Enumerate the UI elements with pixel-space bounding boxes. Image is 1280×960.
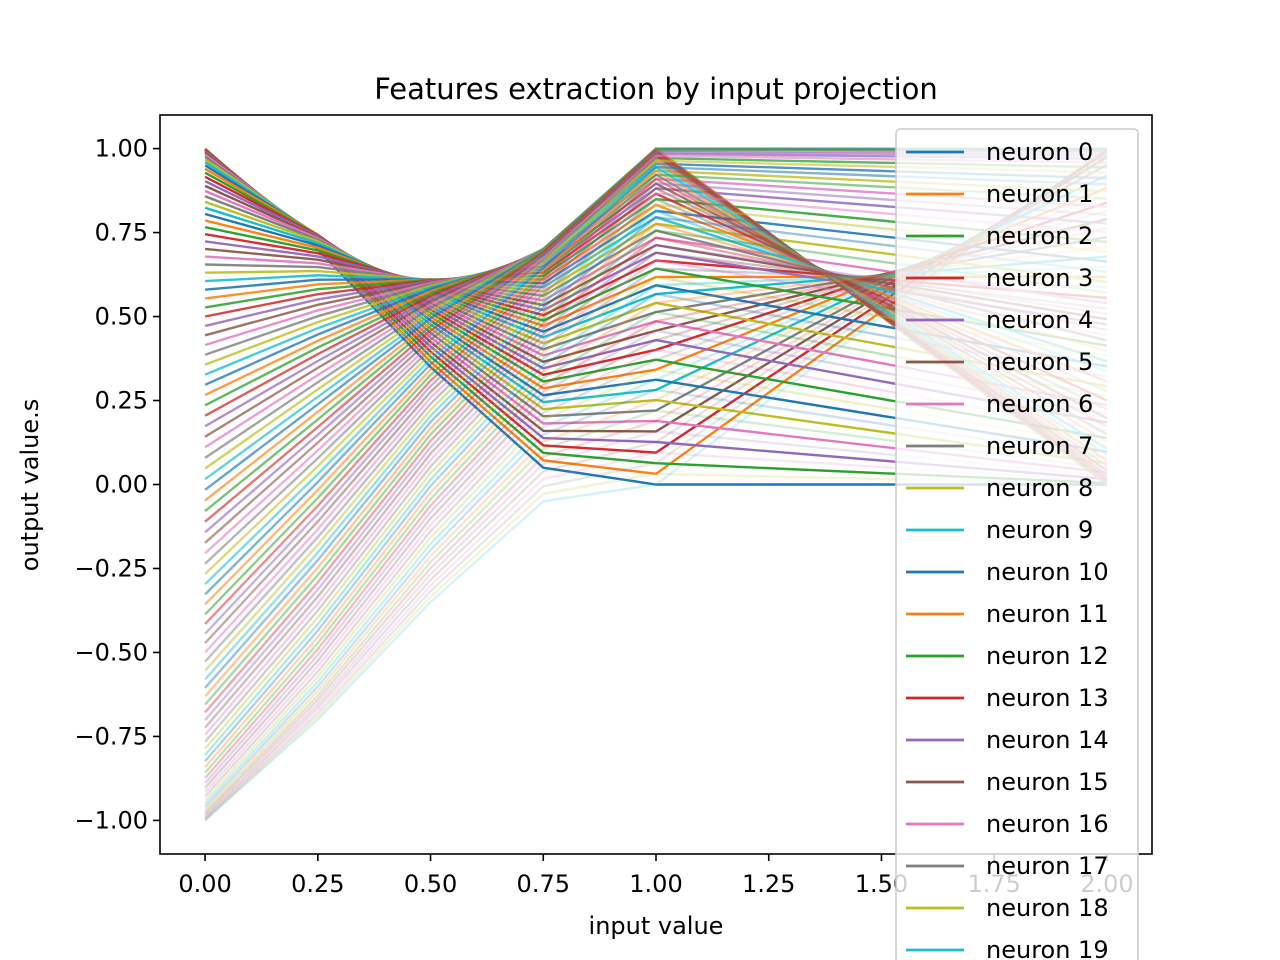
series-line-82: [204, 310, 1108, 774]
y-tick-label: −0.50: [74, 638, 148, 666]
series-line-95: [204, 152, 1108, 819]
series-line-81: [204, 245, 1108, 768]
series-line-58: [204, 159, 1107, 575]
series-line-56: [204, 154, 1107, 555]
series-line-89: [204, 180, 1108, 805]
y-tick-label: 0.75: [95, 219, 148, 247]
series-line-86: [204, 348, 1108, 794]
series-line-83: [204, 226, 1108, 779]
series-line-52: [204, 148, 1107, 513]
chart-title: Features extraction by input projection: [374, 72, 938, 106]
series-line-69: [204, 209, 1108, 681]
series-line-70: [204, 215, 1108, 689]
legend-entry: neuron 7: [986, 432, 1093, 460]
legend-entry: neuron 11: [986, 600, 1109, 628]
series-line-97: [204, 148, 1108, 821]
legend-entry: neuron 0: [986, 138, 1093, 166]
legend-entry: neuron 1: [986, 180, 1093, 208]
legend-entry: neuron 8: [986, 474, 1093, 502]
y-tick-label: 0.00: [95, 471, 148, 499]
series-line-59: [204, 162, 1108, 586]
series-line-78: [204, 275, 1108, 750]
series-line-80: [204, 292, 1108, 762]
series-line-79: [204, 265, 1107, 756]
x-tick-label: 0.50: [404, 870, 457, 898]
legend-box: [895, 128, 1139, 960]
series-line-63: [204, 177, 1108, 625]
series-line-87: [204, 193, 1108, 798]
series-line-72: [204, 229, 1108, 706]
y-tick-label: −1.00: [74, 806, 148, 834]
legend-entry: neuron 13: [986, 684, 1109, 712]
y-axis: 1.00 0.75 0.50 0.25 0.00 −0.25 −0.50 −0.75 −1.00: [74, 135, 160, 834]
series-line-57: [204, 156, 1108, 565]
series-line-77: [204, 267, 1107, 743]
series-line-71: [204, 222, 1108, 698]
legend-entry: neuron 4: [986, 306, 1093, 334]
series-line-98: [204, 472, 1107, 822]
series-line-66: [204, 192, 1108, 654]
legend-entry: neuron 14: [986, 726, 1109, 754]
series-line-68: [204, 203, 1108, 672]
series-line-75: [204, 251, 1108, 729]
series-layer: [204, 147, 1108, 822]
series-line-94: [204, 430, 1108, 818]
y-axis-label: output value.s: [16, 399, 44, 571]
series-line-67: [204, 197, 1108, 663]
legend-entry: neuron 17: [986, 852, 1109, 880]
y-tick-label: 0.25: [95, 387, 148, 415]
series-line-73: [204, 236, 1108, 714]
series-line-62: [204, 173, 1107, 616]
series-line-65: [204, 186, 1108, 644]
series-line-92: [204, 409, 1108, 814]
series-line-88: [204, 368, 1108, 802]
series-line-60: [204, 165, 1107, 596]
legend-entry: neuron 18: [986, 894, 1109, 922]
legend-entry: neuron 9: [986, 516, 1093, 544]
x-tick-label: 1.25: [742, 870, 795, 898]
series-line-96: [204, 451, 1107, 820]
series-line-84: [204, 329, 1108, 784]
series-line-85: [204, 209, 1108, 789]
series-line-54: [204, 150, 1107, 534]
legend-entry: neuron 5: [986, 348, 1093, 376]
series-line-61: [204, 169, 1108, 606]
legend-entry: neuron 16: [986, 810, 1109, 838]
legend-entry: neuron 10: [986, 558, 1109, 586]
x-tick-label: 0.00: [178, 870, 231, 898]
y-tick-label: −0.25: [74, 554, 148, 582]
x-tick-label: 1.00: [629, 870, 682, 898]
legend-entry: neuron 19: [986, 936, 1109, 960]
y-tick-label: 0.50: [95, 303, 148, 331]
x-tick-label: 0.25: [291, 870, 344, 898]
series-line-74: [204, 243, 1108, 721]
legend: neuron 0 neuron 1 neuron 2 neuron 3 neuron 4…: [895, 128, 1139, 960]
series-line-90: [204, 388, 1108, 808]
legend-entry: neuron 6: [986, 390, 1093, 418]
series-line-76: [204, 259, 1108, 736]
y-tick-label: −0.75: [74, 722, 148, 750]
y-tick-label: 1.00: [95, 135, 148, 163]
series-line-53: [204, 149, 1108, 523]
series-line-99: [204, 147, 1108, 822]
x-axis-label: input value: [589, 912, 724, 940]
x-tick-label: 0.75: [517, 870, 570, 898]
legend-entry: neuron 3: [986, 264, 1093, 292]
legend-entry: neuron 2: [986, 222, 1093, 250]
series-line-91: [204, 168, 1108, 811]
series-line-46: [204, 149, 1107, 449]
legend-entry: neuron 12: [986, 642, 1109, 670]
series-line-55: [204, 152, 1108, 544]
series-line-93: [204, 159, 1108, 816]
legend-entry: neuron 15: [986, 768, 1109, 796]
series-line-64: [204, 182, 1107, 635]
